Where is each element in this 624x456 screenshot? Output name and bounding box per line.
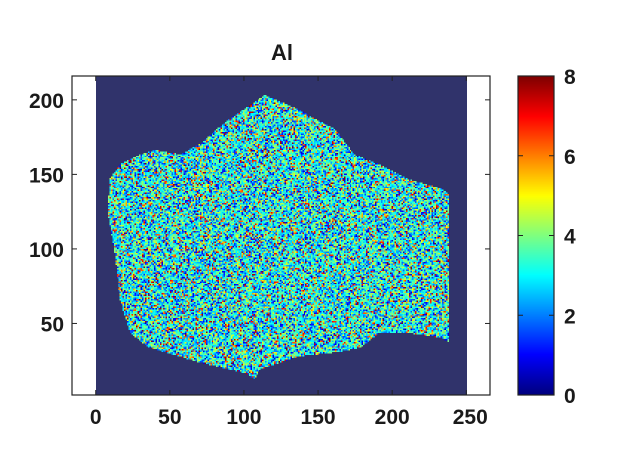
x-tick-label: 0 [90, 406, 102, 429]
x-tick-label: 100 [226, 406, 261, 429]
x-tick-label: 250 [453, 406, 488, 429]
colorbar-gradient [518, 76, 554, 395]
y-axis: 50 100 150 200 [29, 90, 490, 336]
x-tick-label: 200 [375, 406, 410, 429]
plot-frame [71, 75, 491, 396]
x-tick-label: 50 [158, 406, 181, 429]
colorbar-tick-label: 2 [564, 305, 576, 328]
heatmap-image [96, 76, 467, 395]
colorbar-tick-label: 8 [564, 66, 576, 89]
x-tick-label: 150 [301, 406, 336, 429]
colorbar-axis: 0 2 4 6 8 [518, 66, 576, 408]
colorbar-tick-label: 0 [564, 385, 576, 408]
colorbar-frame [517, 75, 555, 396]
chart-title: Al [271, 40, 293, 65]
x-axis: 0 50 100 150 200 250 [90, 76, 488, 429]
y-tick-label: 150 [29, 164, 64, 187]
colorbar-tick-label: 4 [564, 226, 576, 249]
y-tick-label: 200 [29, 90, 64, 113]
colorbar-tick-label: 6 [564, 146, 576, 169]
y-tick-label: 50 [41, 313, 64, 336]
y-tick-label: 100 [29, 239, 64, 262]
